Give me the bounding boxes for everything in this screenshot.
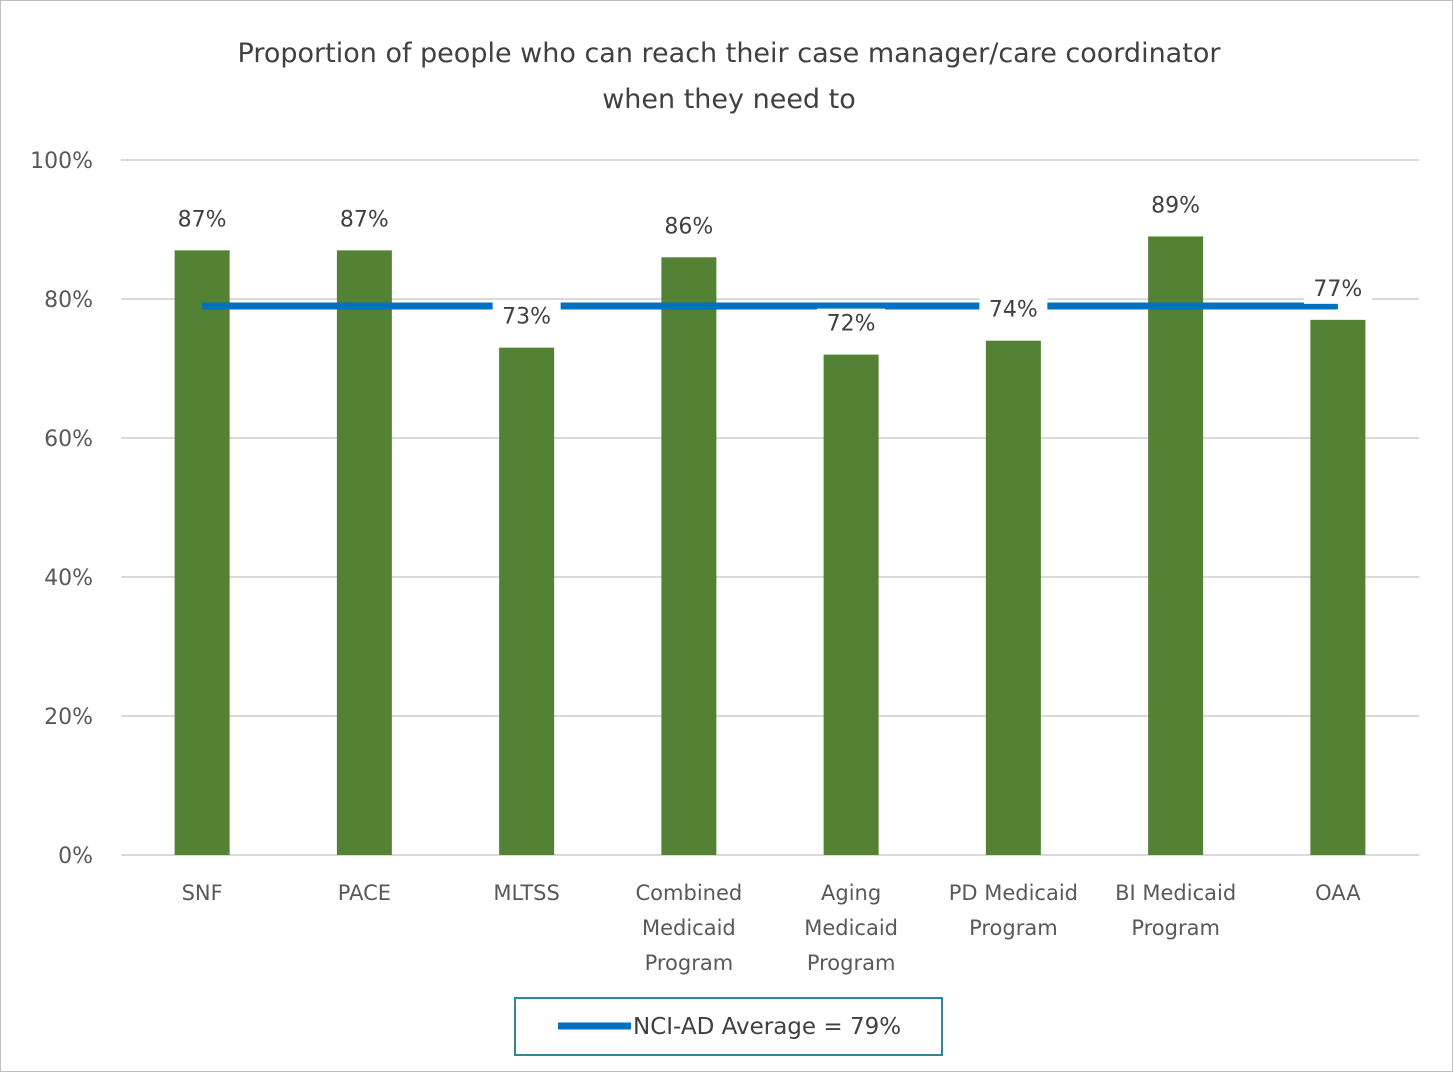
category-label: Medicaid bbox=[642, 916, 736, 940]
data-label: 74% bbox=[989, 298, 1038, 323]
category-label: Program bbox=[807, 951, 896, 975]
data-label-backing bbox=[979, 294, 1048, 325]
bar bbox=[985, 340, 1041, 855]
legend: NCI-AD Average = 79% bbox=[514, 997, 943, 1056]
data-label: 73% bbox=[502, 305, 551, 330]
data-label: 89% bbox=[1151, 193, 1200, 218]
category-label: Aging bbox=[821, 881, 881, 905]
data-label-backing bbox=[817, 308, 886, 339]
chart-title-line: when they need to bbox=[602, 84, 856, 115]
bar bbox=[823, 354, 879, 855]
data-label: 87% bbox=[178, 207, 227, 232]
chart-title: Proportion of people who can reach their… bbox=[238, 38, 1222, 115]
data-labels: 87% 87% 73% 86% 72% 74% 89% 77% bbox=[178, 193, 1372, 339]
y-axis-tick-labels: 0% 20% 40% 60% 80% 100% bbox=[30, 149, 93, 869]
y-tick-label: 60% bbox=[44, 427, 93, 452]
data-label-backing bbox=[1303, 273, 1372, 304]
category-label: Medicaid bbox=[804, 916, 898, 940]
bar bbox=[1148, 236, 1204, 855]
category-label: MLTSS bbox=[493, 881, 559, 905]
category-label: Combined bbox=[636, 881, 743, 905]
data-label: 77% bbox=[1313, 277, 1362, 302]
bar bbox=[1310, 319, 1366, 856]
data-label: 72% bbox=[827, 312, 876, 337]
category-label: OAA bbox=[1315, 881, 1361, 905]
bar bbox=[661, 257, 717, 855]
bar bbox=[336, 250, 392, 856]
gridlines bbox=[121, 159, 1419, 856]
y-tick-label: 0% bbox=[58, 844, 93, 869]
chart-title-line: Proportion of people who can reach their… bbox=[238, 38, 1222, 69]
category-label: BI Medicaid bbox=[1115, 881, 1236, 905]
data-label-backing bbox=[492, 301, 561, 332]
category-label: Program bbox=[969, 916, 1058, 940]
y-tick-label: 40% bbox=[44, 566, 93, 591]
y-tick-label: 80% bbox=[44, 288, 93, 313]
bar bbox=[174, 250, 230, 856]
bar bbox=[499, 347, 555, 855]
category-label: Program bbox=[1131, 916, 1220, 940]
legend-label: NCI-AD Average = 79% bbox=[633, 1014, 901, 1040]
y-tick-label: 100% bbox=[30, 149, 93, 174]
data-label: 87% bbox=[340, 207, 389, 232]
category-label: Program bbox=[645, 951, 734, 975]
data-label: 86% bbox=[664, 214, 713, 239]
category-label: SNF bbox=[182, 881, 223, 905]
x-axis-category-labels: SNF PACE MLTSS Combined Medicaid Program Aging… bbox=[182, 881, 1362, 975]
category-label: PACE bbox=[338, 881, 391, 905]
category-label: PD Medicaid bbox=[949, 881, 1078, 905]
y-tick-label: 20% bbox=[44, 705, 93, 730]
bars bbox=[174, 236, 1366, 856]
